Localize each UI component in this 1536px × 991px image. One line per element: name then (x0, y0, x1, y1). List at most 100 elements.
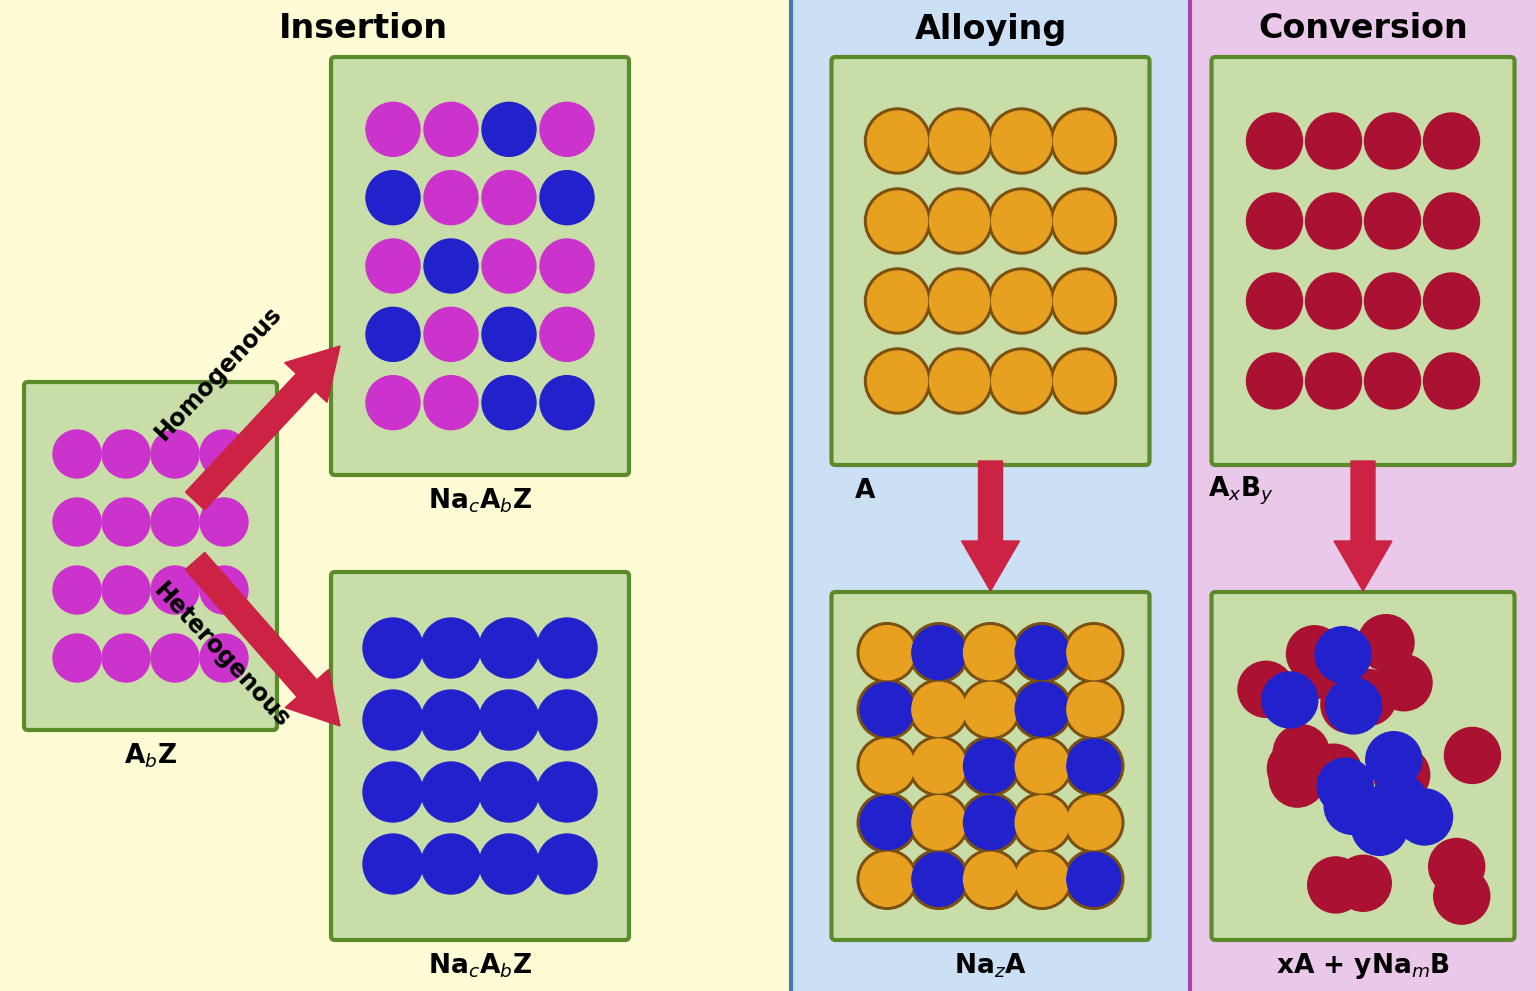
Circle shape (424, 376, 478, 430)
Circle shape (1352, 800, 1407, 855)
Circle shape (963, 796, 1017, 849)
Circle shape (868, 111, 928, 171)
Text: Na$_c$A$_b$Z: Na$_c$A$_b$Z (429, 487, 531, 515)
Circle shape (1247, 113, 1303, 169)
Text: Na$_z$A: Na$_z$A (954, 951, 1028, 980)
Circle shape (1376, 655, 1432, 711)
Circle shape (960, 680, 1020, 739)
Circle shape (1306, 744, 1362, 800)
Circle shape (366, 170, 419, 225)
Circle shape (1321, 677, 1376, 732)
Circle shape (1428, 838, 1485, 895)
Circle shape (1444, 727, 1501, 784)
Circle shape (909, 622, 969, 683)
Bar (0, 0, 791, 991)
Circle shape (1064, 680, 1124, 739)
Circle shape (1054, 111, 1114, 171)
Circle shape (992, 191, 1052, 251)
Circle shape (992, 111, 1052, 171)
Circle shape (926, 268, 992, 334)
Circle shape (857, 680, 917, 739)
Circle shape (151, 498, 200, 546)
Circle shape (541, 170, 594, 225)
Circle shape (909, 849, 969, 910)
Circle shape (989, 348, 1055, 414)
FancyBboxPatch shape (1212, 57, 1514, 465)
Circle shape (865, 108, 931, 174)
Circle shape (479, 834, 539, 894)
Circle shape (421, 618, 481, 678)
FancyArrow shape (962, 461, 1020, 591)
Circle shape (865, 348, 931, 414)
Circle shape (1396, 789, 1453, 845)
Circle shape (1358, 614, 1415, 671)
Text: Alloying: Alloying (914, 13, 1066, 46)
Circle shape (54, 566, 101, 614)
Circle shape (989, 108, 1055, 174)
Circle shape (1364, 273, 1421, 329)
Circle shape (101, 498, 151, 546)
Circle shape (421, 690, 481, 750)
Circle shape (1068, 683, 1121, 736)
Circle shape (963, 625, 1017, 680)
Bar (791, 0, 1190, 991)
Circle shape (538, 618, 598, 678)
Circle shape (151, 566, 200, 614)
Circle shape (1012, 622, 1072, 683)
Circle shape (1068, 739, 1121, 793)
Circle shape (992, 351, 1052, 411)
Circle shape (929, 351, 989, 411)
Circle shape (926, 188, 992, 254)
Circle shape (362, 690, 422, 750)
Circle shape (963, 683, 1017, 736)
Circle shape (1015, 625, 1069, 680)
Circle shape (482, 170, 536, 225)
Circle shape (151, 430, 200, 478)
Circle shape (868, 191, 928, 251)
Circle shape (1015, 852, 1069, 907)
Circle shape (1012, 793, 1072, 852)
FancyBboxPatch shape (330, 572, 630, 940)
Circle shape (860, 796, 914, 849)
Circle shape (362, 762, 422, 822)
FancyBboxPatch shape (25, 382, 276, 730)
Circle shape (1051, 108, 1117, 174)
Circle shape (200, 430, 247, 478)
Circle shape (1269, 751, 1326, 807)
Circle shape (1424, 353, 1479, 409)
Circle shape (1064, 849, 1124, 910)
Circle shape (909, 793, 969, 852)
Circle shape (200, 498, 247, 546)
Circle shape (963, 852, 1017, 907)
Circle shape (1373, 747, 1430, 803)
Circle shape (1064, 736, 1124, 796)
Circle shape (857, 736, 917, 796)
Circle shape (366, 239, 419, 293)
Circle shape (868, 351, 928, 411)
Circle shape (1433, 868, 1490, 925)
Circle shape (1238, 661, 1293, 717)
Circle shape (1287, 625, 1342, 682)
Circle shape (1364, 193, 1421, 249)
Circle shape (1372, 774, 1427, 829)
Circle shape (989, 268, 1055, 334)
Circle shape (1051, 268, 1117, 334)
Circle shape (424, 307, 478, 362)
Circle shape (929, 271, 989, 331)
Circle shape (482, 102, 536, 157)
Circle shape (54, 430, 101, 478)
Circle shape (541, 102, 594, 157)
Circle shape (989, 188, 1055, 254)
Circle shape (541, 376, 594, 430)
Circle shape (1306, 273, 1361, 329)
Circle shape (926, 348, 992, 414)
Circle shape (1015, 796, 1069, 849)
Circle shape (538, 762, 598, 822)
Circle shape (362, 834, 422, 894)
Text: A$_b$Z: A$_b$Z (124, 741, 177, 770)
Text: Homogenous: Homogenous (151, 301, 286, 445)
Circle shape (1012, 736, 1072, 796)
Circle shape (1064, 622, 1124, 683)
Circle shape (1015, 739, 1069, 793)
Circle shape (538, 690, 598, 750)
